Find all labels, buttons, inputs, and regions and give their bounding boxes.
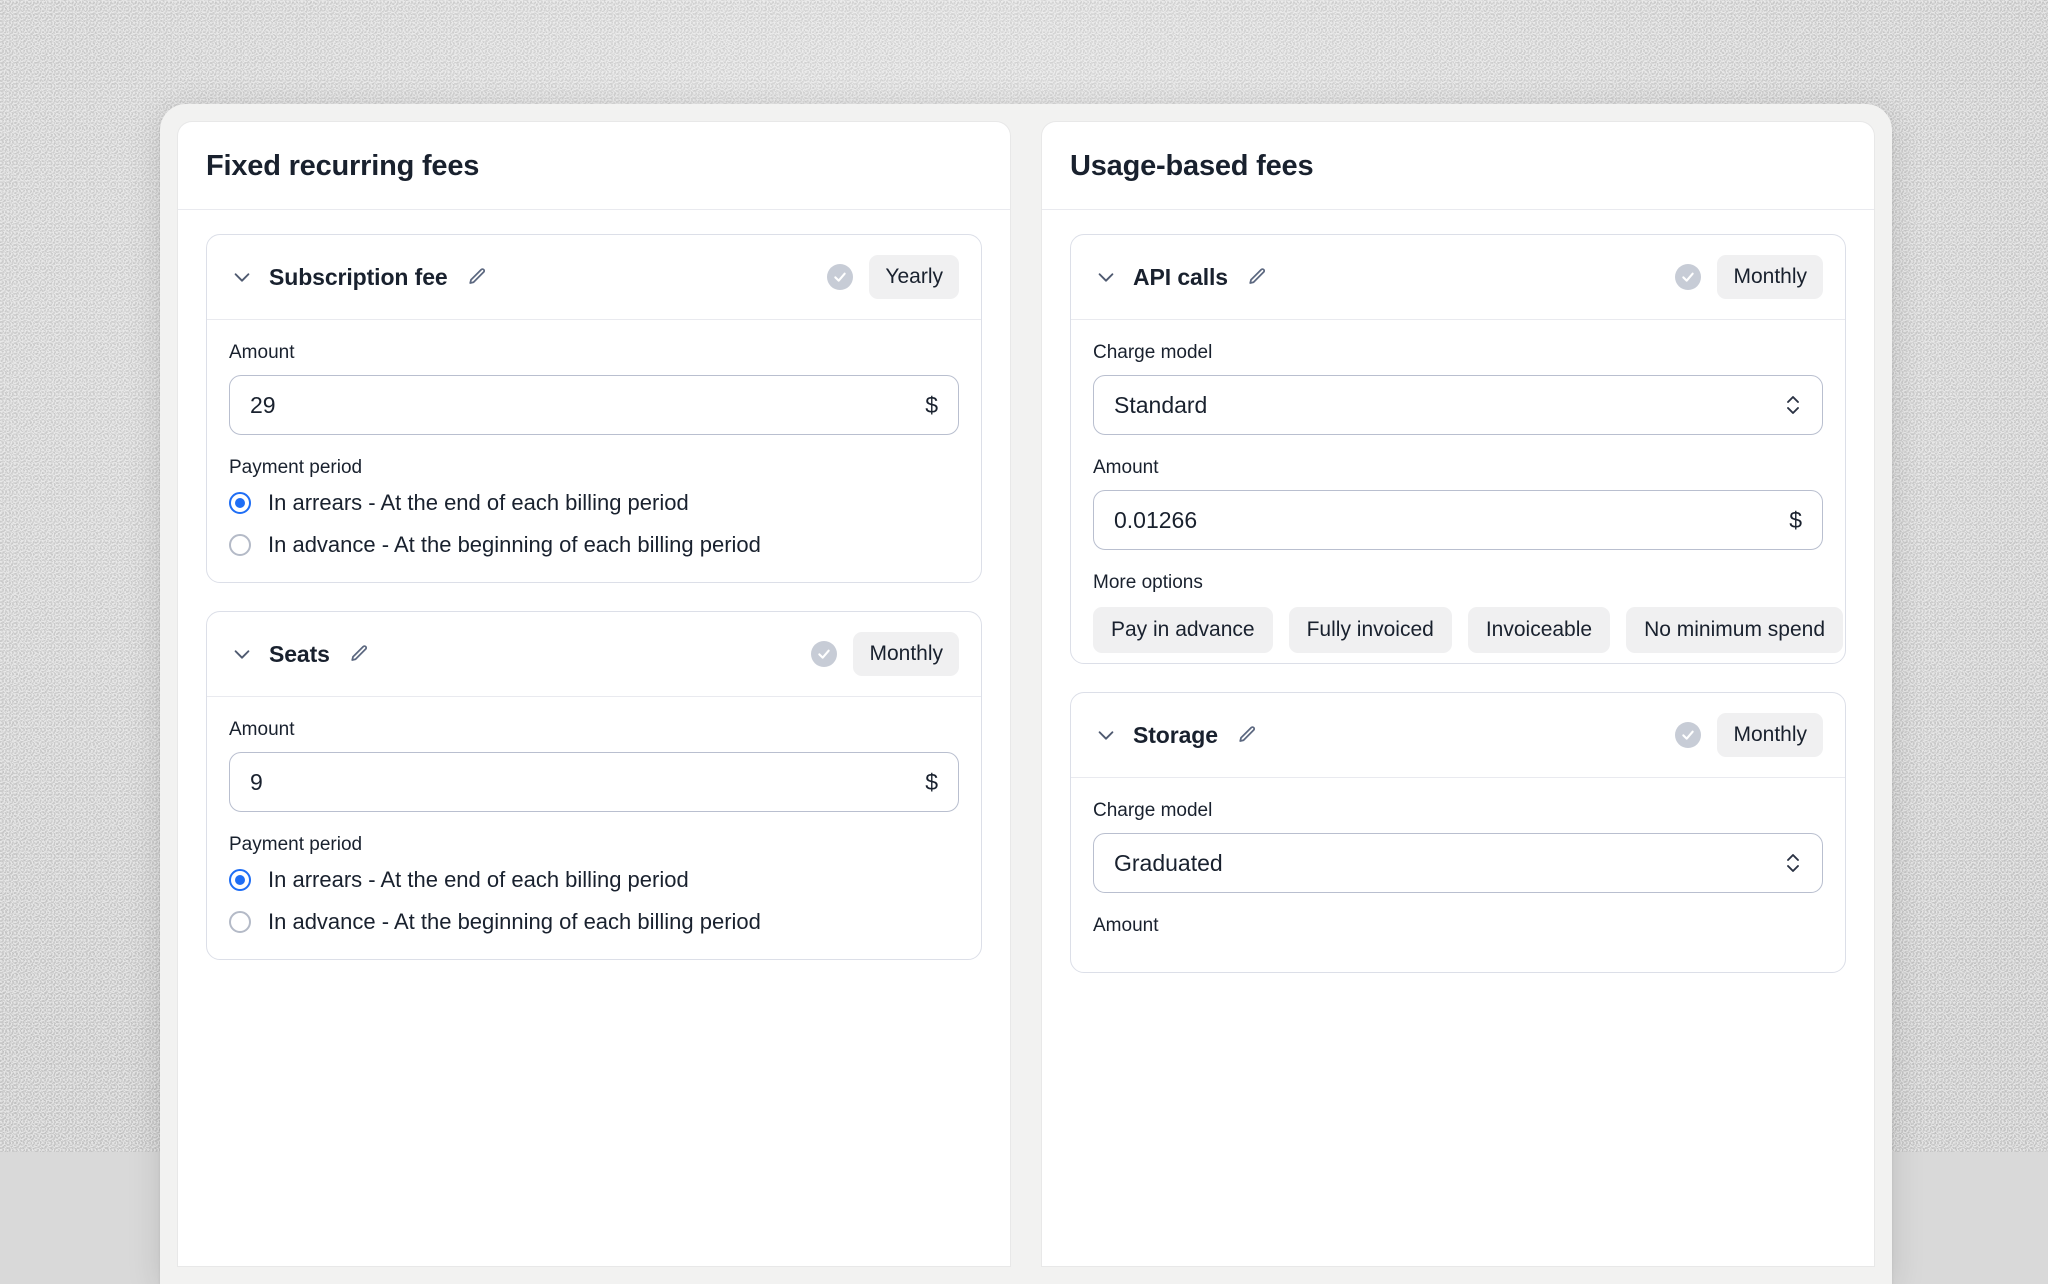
amount-input-value: 0.01266 (1114, 506, 1198, 533)
currency-suffix: $ (925, 768, 938, 795)
fee-card-body: Amount 9 $ Payment period In arrears - A… (207, 697, 981, 959)
more-options-chip-row: Pay in advance Fully invoiced Invoiceabl… (1093, 607, 1843, 653)
fee-card-body: Amount 29 $ Payment period In arrears - … (207, 320, 981, 582)
fee-card-header[interactable]: Subscription fee Yearly (207, 235, 981, 320)
panel-usage-based-fees: Usage-based fees API calls Mon (1042, 122, 1874, 1266)
charge-model-select[interactable]: Graduated (1093, 833, 1823, 893)
select-chevrons-icon[interactable] (1784, 850, 1802, 876)
fee-card-subscription-fee: Subscription fee Yearly Amount 29 $ (206, 234, 982, 583)
panel-header-fixed: Fixed recurring fees (178, 122, 1010, 210)
payment-period-label: Payment period (229, 834, 363, 855)
billing-period-badge[interactable]: Monthly (1717, 713, 1823, 757)
app-window-frame: Fixed recurring fees Subscription fee (160, 104, 1892, 1284)
fee-name-label: Storage (1133, 721, 1218, 748)
radio-option-label: In advance - At the beginning of each bi… (268, 909, 761, 934)
fee-card-api-calls: API calls Monthly Charge model Standard (1070, 234, 1846, 664)
radio-option-in-arrears[interactable]: In arrears - At the end of each billing … (229, 867, 959, 893)
fee-card-storage: Storage Monthly Charge model Graduated (1070, 692, 1846, 973)
fee-card-header[interactable]: API calls Monthly (1071, 235, 1845, 320)
fee-card-seats: Seats Monthly Amount 9 $ (206, 611, 982, 960)
fee-card-header[interactable]: Seats Monthly (207, 612, 981, 697)
chevron-down-icon[interactable] (1093, 722, 1119, 748)
page-title-fixed: Fixed recurring fees (206, 150, 480, 182)
radio-option-in-arrears[interactable]: In arrears - At the end of each billing … (229, 490, 959, 516)
billing-period-badge[interactable]: Yearly (869, 255, 959, 299)
billing-period-badge[interactable]: Monthly (1717, 255, 1823, 299)
page-title-usage: Usage-based fees (1070, 150, 1314, 182)
panel-header-usage: Usage-based fees (1042, 122, 1874, 210)
option-chip[interactable]: Invoiceable (1467, 607, 1611, 653)
chevron-down-icon[interactable] (229, 264, 255, 290)
option-chip[interactable]: Fully invoiced (1288, 607, 1452, 653)
check-circle-icon (1675, 722, 1702, 748)
fee-card-body: Charge model Standard Amount 0.01266 $ M… (1071, 320, 1845, 663)
billing-period-badge[interactable]: Monthly (853, 632, 959, 676)
more-options-label: More options (1093, 572, 1203, 593)
amount-label: Amount (229, 342, 295, 363)
amount-input-value: 9 (250, 768, 263, 795)
amount-input[interactable]: 29 $ (229, 375, 959, 435)
fee-name-label: Subscription fee (269, 263, 448, 290)
radio-option-label: In arrears - At the end of each billing … (268, 490, 689, 515)
amount-label: Amount (229, 719, 295, 740)
check-circle-icon (1675, 264, 1702, 290)
radio-option-in-advance[interactable]: In advance - At the beginning of each bi… (229, 532, 959, 558)
check-circle-icon (811, 641, 838, 667)
radio-option-in-advance[interactable]: In advance - At the beginning of each bi… (229, 909, 959, 935)
panel-body-fixed: Subscription fee Yearly Amount 29 $ (178, 210, 1010, 1266)
edit-pencil-icon[interactable] (464, 264, 490, 290)
radio-option-label: In arrears - At the end of each billing … (268, 867, 689, 892)
fee-card-header[interactable]: Storage Monthly (1071, 693, 1845, 778)
fee-name-label: API calls (1133, 263, 1228, 290)
chevron-down-icon[interactable] (1093, 264, 1119, 290)
edit-pencil-icon[interactable] (1234, 722, 1260, 748)
currency-suffix: $ (1789, 506, 1802, 533)
panel-fixed-recurring-fees: Fixed recurring fees Subscription fee (178, 122, 1010, 1266)
amount-label: Amount (1093, 457, 1159, 478)
amount-label: Amount (1093, 915, 1159, 936)
edit-pencil-icon[interactable] (1244, 264, 1270, 290)
currency-suffix: $ (925, 391, 938, 418)
radio-option-label: In advance - At the beginning of each bi… (268, 532, 761, 557)
charge-model-value: Graduated (1114, 849, 1223, 876)
panel-body-usage: API calls Monthly Charge model Standard (1042, 210, 1874, 1266)
radio-indicator[interactable] (229, 869, 251, 891)
chevron-down-icon[interactable] (229, 641, 255, 667)
option-chip[interactable]: No minimum spend (1626, 607, 1843, 653)
fee-card-body: Charge model Graduated Amount (1071, 778, 1845, 972)
charge-model-value: Standard (1114, 391, 1208, 418)
amount-input-value: 29 (250, 391, 276, 418)
amount-input[interactable]: 9 $ (229, 752, 959, 812)
select-chevrons-icon[interactable] (1784, 392, 1802, 418)
fee-name-label: Seats (269, 640, 330, 667)
radio-indicator[interactable] (229, 492, 251, 514)
radio-indicator[interactable] (229, 911, 251, 933)
edit-pencil-icon[interactable] (346, 641, 372, 667)
charge-model-label: Charge model (1093, 800, 1213, 821)
charge-model-select[interactable]: Standard (1093, 375, 1823, 435)
radio-indicator[interactable] (229, 534, 251, 556)
check-circle-icon (827, 264, 854, 290)
payment-period-label: Payment period (229, 457, 363, 478)
amount-input[interactable]: 0.01266 $ (1093, 490, 1823, 550)
option-chip[interactable]: Pay in advance (1093, 607, 1273, 653)
charge-model-label: Charge model (1093, 342, 1213, 363)
